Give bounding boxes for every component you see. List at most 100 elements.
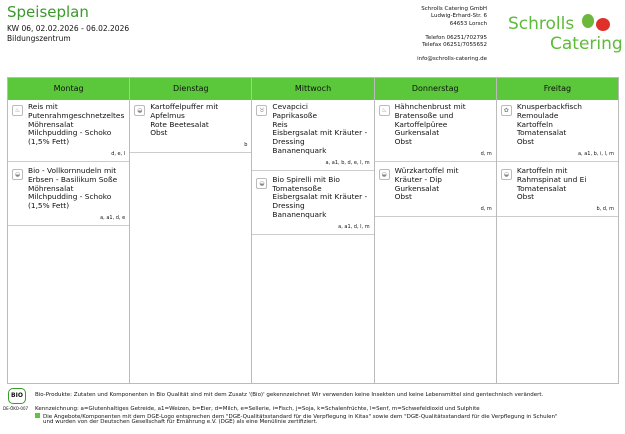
day-header: Freitag [496,78,619,100]
meal-item: ♨ Hähnchenbrust mit Bratensoße und Kartoffe… [374,100,496,162]
meal-line: Obst [150,128,168,138]
meal-item: ◒ Bio Spirelli mit Bio Tomatensoße Eisbergs… [252,173,374,235]
meal-line: Reis [272,119,288,129]
meal-item: ♨ Reis mit Putenrahmgeschnetzeltes Möhrensa… [8,100,130,162]
meal-item: ◒ Bio - Vollkornnudeln mit Erbsen - Basili… [8,164,130,226]
day-column-dienstag: Dienstag ◒ Kartoffelpuffer mit Apfelmus Rote… [130,78,253,383]
meal-line: Möhrensalat [28,119,74,129]
meal-line: Dressing [272,201,305,211]
bio-code: DE-ÖKO-007 [3,406,29,411]
allergens: b, d, m [596,206,615,213]
meal-line: Obst [394,192,412,202]
company-address: Schrolls Catering GmbH Ludwig-Erhard-Str… [367,6,487,64]
meal-line: Gurkensalat [394,183,440,193]
allergens: d, e, l [111,150,126,157]
dge-icon [35,412,40,418]
meal-line: Würzkartoffel mit [394,165,459,175]
meal-line: Kräuter - Dip [394,174,442,184]
meal-line: Apfelmus [150,110,185,120]
allergens: d, m [480,150,492,157]
meal-line: Milchpudding - Schoko [28,192,112,202]
meal-line: (1,5% Fett) [28,201,70,211]
company-fax: Telefax 06251/7055652 [422,42,487,49]
meal-line: Bratensoße und [394,110,454,120]
meal-line: Tomatensalat [516,128,567,138]
meal-line: Knusperbackfisch [516,102,582,111]
day-column-montag: Montag ♨ Reis mit Putenrahmgeschnetzeltes Mö… [8,78,131,383]
tomato-icon [596,18,610,31]
meal-line: Bio Spirelli mit Bio [272,174,340,184]
meal-line: Kartoffelpüree [394,119,448,129]
vegetarian-icon: ◒ [12,168,23,180]
meal-line: Rahmspinat und Ei [516,174,587,184]
fish-dge-icon: ✿ [500,105,512,116]
meal-line: Eisbergsalat mit Kräuter - [272,192,368,202]
meal-line: Reis mit [28,102,58,111]
allergens: b [244,142,248,149]
meal-line: Bananenquark [272,209,327,219]
meal-line: Hähnchenbrust mit [394,102,466,111]
company-phone: Telefon 06251/702795 [425,34,487,41]
bio-note: Bio-Produkte: Zutaten und Komponenten in… [35,392,544,398]
allergen-legend: Kennzeichnung: a=Glutenhaltiges Getreide… [35,406,480,412]
day-header: Donnerstag [374,78,496,100]
day-column-freitag: Freitag ✿ Knusperbackfisch Remoulade Kartoff… [496,78,619,383]
vegetable-icon [582,14,594,28]
meal-item: ♉ Cevapcici Paprikasoße Reis Eisbergsalat mi… [252,100,374,171]
page-title: Speiseplan [7,3,89,21]
poultry-icon: ♨ [12,105,23,116]
dge-note-1: Die Angebote/Komponenten mit dem DGE-Log… [43,413,558,420]
meal-line: Bananenquark [272,145,327,155]
meal-line: Gurkensalat [394,128,440,138]
meal-line: Kartoffeln mit [516,165,568,175]
allergens: a, a1, d, l, m [338,223,370,230]
allergens: a, a1, b, d, e, l, m [325,159,370,166]
day-column-donnerstag: Donnerstag ♨ Hähnchenbrust mit Bratensoße u… [374,78,497,383]
week-range: KW 06, 02.02.2026 - 06.02.2026 [7,24,130,33]
meal-line: (1,5% Fett) [28,137,70,147]
subtitle: KW 06, 02.02.2026 - 06.02.2026 Bildungsz… [7,24,129,44]
meal-item: ◒ Würzkartoffel mit Kräuter - Dip Gurkensal… [374,164,496,218]
meal-line: Erbsen - Basilikum Soße [28,174,118,184]
company-logo: Schrolls Catering [508,12,623,58]
vegetarian-icon: ◒ [500,168,512,180]
menu-table: Montag ♨ Reis mit Putenrahmgeschnetzeltes Mö… [7,77,619,384]
meal-line: Bio - Vollkornnudeln mit [28,165,117,175]
meal-line: Möhrensalat [28,183,74,193]
meal-line: Putenrahmgeschnetzeltes [28,110,125,120]
poultry-icon: ♨ [378,105,390,116]
beef-icon: ♉ [256,105,268,116]
day-header: Dienstag [130,78,252,100]
logo-text-1: Schrolls [508,14,575,34]
vegetarian-icon: ◒ [256,177,268,189]
day-header: Mittwoch [252,78,374,100]
logo-text-2: Catering [550,34,623,54]
company-name: Schrolls Catering GmbH [421,6,487,12]
meal-line: Tomatensoße [272,183,322,193]
meal-item: ◒ Kartoffelpuffer mit Apfelmus Rote Beetesa… [130,100,252,154]
meal-line: Obst [516,192,535,202]
meal-line: Paprikasoße [272,110,318,120]
dge-note-2: und wurden von der Deutschen Gesellschaf… [43,419,318,426]
meal-line: Milchpudding - Schoko [28,128,112,138]
allergens: d, m [480,206,492,213]
vegetarian-icon: ◒ [134,105,146,116]
company-street: Ludwig-Erhard-Str. 6 [431,13,487,20]
company-email: info@schrolls-catering.de [417,56,487,63]
meal-line: Obst [516,137,535,147]
meal-line: Rote Beetesalat [150,119,209,129]
meal-line: Cevapcici [272,102,308,111]
day-column-mittwoch: Mittwoch ♉ Cevapcici Paprikasoße Reis Eisberg… [252,78,375,383]
allergens: a, a1, b, i, l, m [577,150,615,157]
bio-logo: BIO [8,388,26,404]
day-header: Montag [8,78,130,100]
company-city: 64653 Lorsch [449,20,487,27]
meal-line: Eisbergsalat mit Kräuter - [272,128,368,138]
allergens: a, a1, d, e [100,214,126,221]
meal-line: Remoulade [516,110,559,120]
location: Bildungszentrum [7,34,71,43]
meal-line: Obst [394,137,412,147]
vegetarian-icon: ◒ [378,168,390,180]
meal-line: Kartoffeln [516,119,553,129]
meal-line: Kartoffelpuffer mit [150,102,219,111]
